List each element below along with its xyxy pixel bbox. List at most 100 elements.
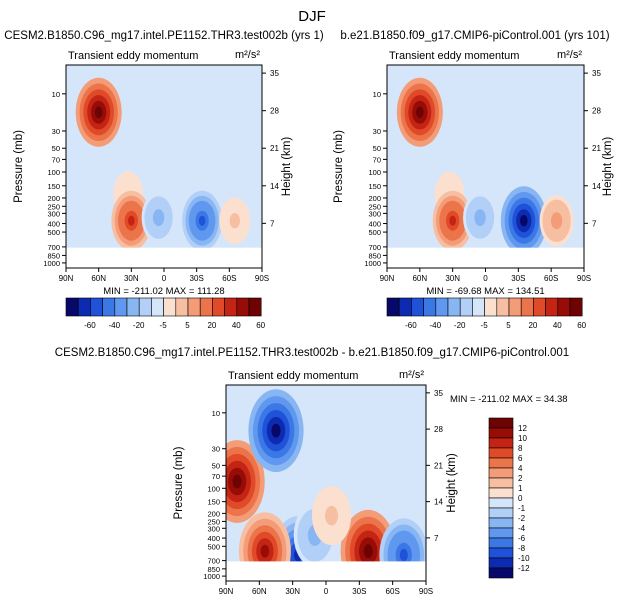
y-tick-label: 250	[368, 202, 381, 211]
colorbar-cell	[488, 457, 514, 469]
colorbar-label: 5	[185, 321, 190, 330]
contour-cell	[85, 217, 91, 225]
right-tick-label: 14	[270, 182, 279, 191]
y-tick-label: 30	[212, 445, 220, 454]
colorbar-cell	[199, 297, 213, 317]
contour-field	[387, 65, 584, 268]
colorbar-cell	[569, 297, 583, 317]
y-tick-label: 850	[207, 565, 220, 574]
x-tick-label: 60N	[252, 587, 267, 596]
y-tick-label: 10	[212, 409, 220, 418]
y-tick-label: 100	[207, 484, 220, 493]
y-tick-label: 70	[212, 472, 220, 481]
panel-subtitle: Transient eddy momentum	[68, 50, 198, 62]
colorbar-cell	[398, 297, 412, 317]
contour-cell	[519, 214, 528, 227]
colorbar-label: 2	[518, 474, 523, 483]
x-tick-label: 90N	[219, 587, 234, 596]
colorbar-label: 10	[518, 434, 527, 443]
colorbar-cell	[488, 477, 514, 489]
colorbar-cell	[484, 297, 498, 317]
right-tick-label: 28	[434, 425, 443, 434]
contour-cell	[416, 106, 424, 119]
y-tick-label: 500	[47, 228, 60, 237]
colorbar-label: 60	[256, 321, 265, 330]
y-tick-label: 70	[373, 155, 381, 164]
colorbar-label: 5	[506, 321, 511, 330]
colorbar-cell	[90, 297, 103, 317]
right-tick-label: 7	[270, 219, 275, 228]
colorbar-cell	[114, 297, 128, 317]
y-tick-label: 300	[47, 209, 60, 218]
contour-cell	[477, 213, 483, 222]
contour-cell	[395, 169, 401, 178]
contour-cell	[232, 216, 238, 225]
panel-3: CESM2.B1850.C96_mg17.intel.PE1152.THR3.t…	[55, 347, 569, 596]
colorbar-cell	[175, 297, 189, 317]
colorbar-label: 60	[577, 321, 586, 330]
panel-title: CESM2.B1850.C96_mg17.intel.PE1152.THR3.t…	[4, 30, 324, 42]
contour-cell	[553, 216, 560, 225]
colorbar-cell	[488, 467, 514, 479]
colorbar-cell	[488, 447, 514, 459]
colorbar-cell	[520, 297, 534, 317]
y-tick-label: 100	[47, 168, 60, 177]
colorbar-cell	[488, 487, 514, 499]
colorbar-label: -60	[405, 321, 417, 330]
colorbar-cell	[508, 297, 522, 317]
contour-cell	[363, 544, 373, 559]
colorbar-cell	[545, 297, 559, 317]
x-tick-label: 90N	[380, 274, 395, 283]
right-tick-label: 28	[592, 107, 601, 116]
colorbar-label: -12	[518, 564, 530, 573]
colorbar-label: -1	[518, 504, 526, 513]
colorbar-cell	[488, 537, 514, 549]
contour-cell	[449, 215, 456, 226]
colorbar-cell	[126, 297, 140, 317]
colorbar-label: -10	[518, 554, 530, 563]
colorbar-cell	[472, 297, 485, 317]
x-tick-label: 90S	[255, 274, 269, 283]
colorbar-cell	[248, 297, 262, 317]
right-tick-label: 21	[270, 144, 279, 153]
y-tick-label: 700	[207, 557, 220, 566]
y-tick-label: 300	[368, 209, 381, 218]
y-axis-label: Pressure (mb)	[13, 130, 25, 203]
colorbar-label: 40	[232, 321, 241, 330]
colorbar-cell	[411, 297, 424, 317]
colorbar-cell	[435, 297, 449, 317]
y-tick-label: 50	[52, 144, 60, 153]
min-max-stats: MIN = -211.02 MAX = 111.28	[103, 286, 224, 297]
y-tick-label: 250	[207, 517, 220, 526]
contour-field	[66, 65, 262, 268]
colorbar-label: -2	[518, 514, 526, 523]
colorbar-cell	[151, 297, 164, 317]
right-tick-label: 21	[434, 461, 443, 470]
y-tick-label: 850	[47, 251, 60, 260]
right-tick-label: 14	[434, 498, 443, 507]
colorbar-cell	[102, 297, 116, 317]
contour-cell	[155, 213, 162, 222]
panel-subtitle: Transient eddy momentum	[228, 370, 358, 382]
colorbar-cell	[557, 297, 571, 317]
y-tick-label: 250	[47, 202, 60, 211]
colorbar-cell	[212, 297, 225, 317]
y-tick-label: 150	[207, 498, 220, 507]
colorbar-cell	[488, 517, 514, 529]
contour-cell	[79, 161, 85, 169]
colorbar-label: -20	[454, 321, 466, 330]
units-label: m²/s²	[235, 49, 260, 61]
contour-cell	[399, 548, 408, 562]
contour-cell	[127, 215, 135, 226]
y-tick-label: 200	[368, 194, 381, 203]
y-tick-label: 50	[373, 144, 381, 153]
colorbar-cell	[488, 567, 514, 579]
colorbar-label: 12	[518, 424, 527, 433]
y-tick-label: 1000	[203, 572, 220, 581]
y-tick-label: 50	[212, 461, 220, 470]
y-tick-label: 400	[368, 220, 381, 229]
panel-1: CESM2.B1850.C96_mg17.intel.PE1152.THR3.t…	[4, 30, 324, 297]
y-tick-label: 30	[373, 127, 381, 136]
y-tick-label: 300	[207, 524, 220, 533]
